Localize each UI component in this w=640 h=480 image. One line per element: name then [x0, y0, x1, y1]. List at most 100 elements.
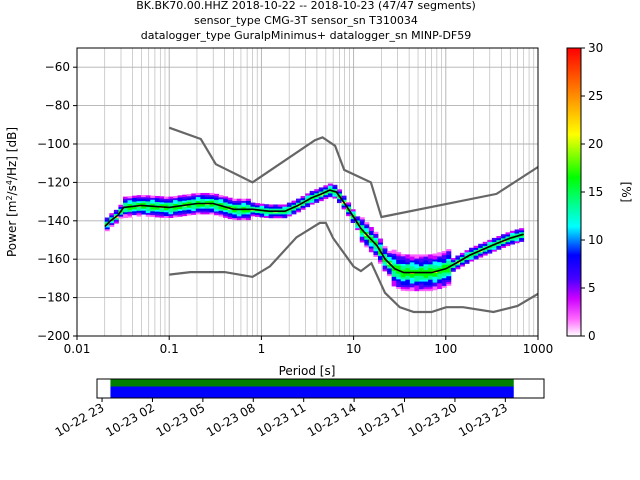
density-cell: [437, 259, 443, 263]
density-cell: [396, 275, 402, 278]
density-cell: [382, 248, 388, 251]
density-cell: [409, 265, 415, 269]
density-cell: [500, 241, 506, 245]
density-cell: [428, 254, 434, 257]
density-cell: [186, 194, 192, 197]
density-cell: [159, 196, 165, 199]
density-cell: [223, 200, 229, 203]
density-cell: [478, 245, 484, 248]
density-cell: [318, 191, 324, 194]
density-cell: [473, 247, 479, 250]
x-tick-label: 0.01: [64, 342, 91, 356]
density-cell: [400, 256, 406, 259]
density-cell: [382, 249, 388, 253]
density-cell: [132, 197, 138, 200]
density-cell: [232, 200, 238, 203]
density-cell: [423, 256, 429, 259]
density-cell: [318, 189, 324, 192]
density-cell: [478, 255, 484, 258]
density-cell: [423, 262, 429, 265]
density-cell: [473, 249, 479, 252]
density-cell: [409, 287, 415, 290]
density-cell: [223, 209, 229, 213]
density-cell: [145, 199, 151, 202]
density-cell: [182, 213, 188, 217]
density-cell: [437, 282, 443, 286]
density-cell: [227, 199, 233, 202]
density-cell: [268, 216, 274, 219]
density-cell: [200, 194, 206, 198]
coverage-frame: [96, 378, 545, 399]
density-cell: [332, 196, 338, 199]
density-cell: [423, 273, 429, 276]
density-cell: [405, 287, 411, 290]
density-cell: [505, 232, 511, 235]
density-cell: [168, 210, 174, 213]
density-cell: [150, 207, 156, 210]
density-cell: [446, 262, 452, 265]
density-cell: [446, 275, 452, 279]
density-cell: [141, 208, 147, 211]
density-cell: [104, 229, 110, 232]
density-cell: [350, 211, 356, 214]
density-cell: [173, 195, 179, 199]
density-cell: [377, 253, 383, 257]
density-cell: [236, 204, 242, 207]
density-cell: [368, 230, 374, 234]
density-cell: [391, 257, 397, 260]
density-cell: [459, 252, 465, 256]
density-cell: [300, 207, 306, 210]
density-cell: [209, 198, 215, 201]
density-cell: [396, 255, 402, 259]
density-cell: [282, 208, 288, 211]
y-tick-label: −60: [45, 60, 70, 74]
density-cell: [450, 261, 456, 265]
density-cell: [441, 275, 447, 279]
density-cell: [396, 259, 402, 263]
density-cell: [400, 284, 406, 288]
density-cell: [136, 210, 142, 213]
density-cell: [268, 208, 274, 211]
density-cell: [346, 206, 352, 209]
density-cell: [204, 196, 210, 200]
density-cell: [318, 195, 324, 198]
time-tick-label: 10-23 02: [103, 400, 157, 439]
density-cell: [200, 212, 206, 215]
density-cell: [396, 284, 402, 287]
density-cell: [145, 197, 151, 200]
density-cell: [432, 261, 438, 264]
density-cell: [387, 260, 393, 263]
density-cell: [327, 183, 333, 186]
density-cell: [432, 278, 438, 281]
density-cell: [409, 258, 415, 261]
density-cell: [368, 250, 374, 253]
density-cell: [409, 277, 415, 280]
density-cell: [478, 251, 484, 254]
density-cell: [373, 245, 379, 248]
colorbar-ticks: 0 5 10 15 20 25 30: [581, 41, 603, 343]
density-cell: [418, 273, 424, 276]
density-cell: [132, 195, 138, 198]
density-cell: [118, 208, 124, 211]
density-cell: [132, 199, 138, 202]
density-cell: [182, 206, 188, 209]
density-cell: [423, 264, 429, 267]
density-cell: [423, 269, 429, 272]
density-cell: [277, 208, 283, 211]
density-cell: [514, 233, 520, 236]
density-cell: [446, 283, 452, 286]
density-cell: [405, 281, 411, 284]
density-cell: [154, 201, 160, 204]
density-cell: [182, 200, 188, 203]
density-cell: [314, 200, 320, 203]
density-cell: [350, 220, 356, 223]
density-cell: [341, 203, 347, 206]
density-cell: [432, 288, 438, 291]
density-cell: [350, 213, 356, 216]
density-cell: [341, 207, 347, 210]
density-cell: [505, 240, 511, 243]
density-cell: [296, 210, 301, 213]
density-cell: [478, 247, 484, 250]
density-cell: [227, 197, 233, 200]
density-cell: [428, 260, 434, 263]
